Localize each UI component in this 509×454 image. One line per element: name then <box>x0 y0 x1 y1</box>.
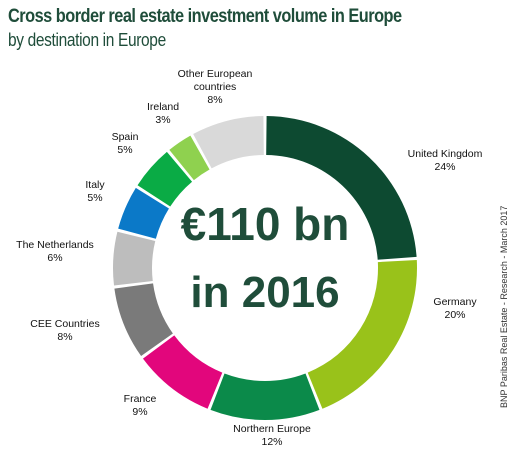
slice-northern-europe <box>210 373 320 420</box>
source-note: BNP Paribas Real Estate - Research - Mar… <box>499 205 509 408</box>
slice-label-germany: Germany 20% <box>433 296 477 321</box>
slice-united-kingdom <box>266 116 417 260</box>
center-total-label: €110 bn <box>181 198 350 250</box>
chart-subtitle: by destination in Europe <box>8 30 166 50</box>
center-year-label: in 2016 <box>190 268 339 317</box>
slice-the-netherlands <box>113 231 156 286</box>
slice-label-the-netherlands: The Netherlands 6% <box>16 239 94 264</box>
slice-label-italy: Italy 5% <box>85 179 105 204</box>
slice-italy <box>118 187 169 239</box>
slice-spain <box>137 151 193 207</box>
slice-label-france: France 9% <box>124 393 157 418</box>
slice-france <box>142 335 223 409</box>
slice-label-spain: Spain 5% <box>112 131 139 156</box>
slice-label-northern-europe: Northern Europe 12% <box>233 423 311 448</box>
slice-cee-countries <box>114 283 173 357</box>
slice-other-european-countries <box>193 116 264 169</box>
slice-label-ireland: Ireland 3% <box>147 101 179 126</box>
donut-slices <box>113 116 417 420</box>
slice-label-other-european-countries: Other European countries 8% <box>178 68 253 106</box>
slice-ireland <box>169 135 210 181</box>
chart-title: Cross border real estate investment volu… <box>8 6 402 27</box>
slice-germany <box>307 260 417 409</box>
slice-label-united-kingdom: United Kingdom 24% <box>408 148 483 173</box>
slice-label-cee-countries: CEE Countries 8% <box>30 318 99 343</box>
slice-labels: United Kingdom 24% Germany 20% Northern Euro… <box>16 68 482 448</box>
